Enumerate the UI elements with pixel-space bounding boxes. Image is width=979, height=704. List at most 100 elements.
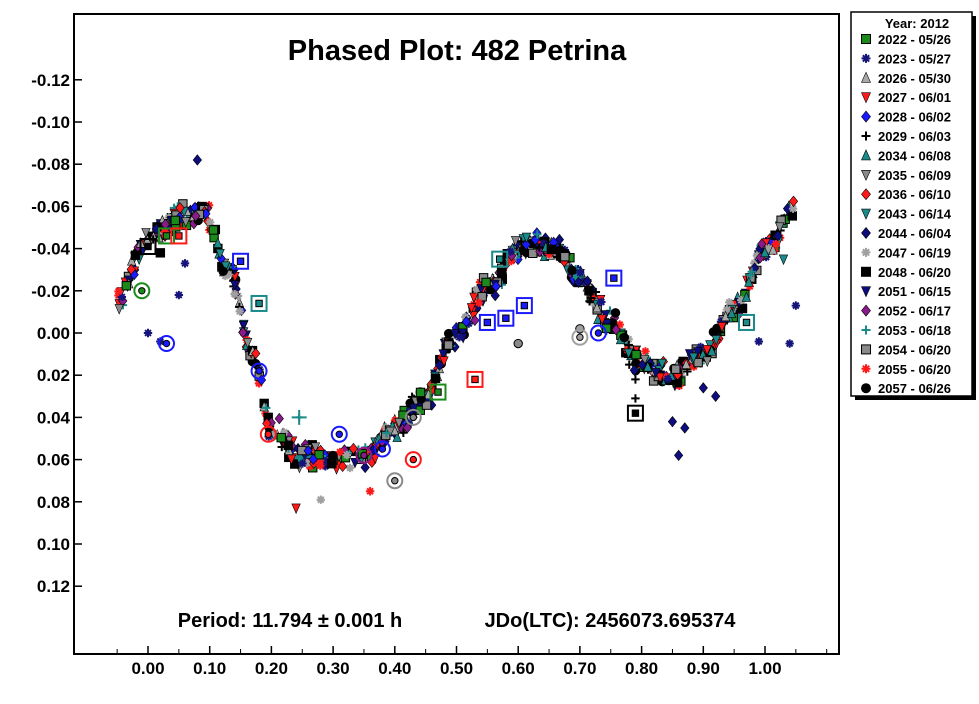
data-point — [597, 297, 606, 307]
data-point — [224, 269, 234, 279]
data-point — [655, 372, 665, 384]
data-point — [546, 244, 557, 255]
x-tick-label: 0.60 — [502, 659, 535, 678]
data-point — [674, 449, 684, 462]
data-point — [539, 239, 548, 248]
x-tick-label: 0.00 — [131, 659, 164, 678]
legend-label: 2044 - 06/04 — [878, 226, 952, 241]
data-point — [641, 347, 650, 356]
highlighted-point-inner — [631, 409, 640, 417]
data-point — [791, 301, 801, 310]
data-point — [533, 230, 542, 239]
data-point — [174, 290, 184, 300]
legend-marker — [861, 364, 871, 374]
data-point — [702, 356, 712, 367]
data-point — [392, 431, 402, 442]
highlighted-point — [429, 383, 447, 401]
data-point — [624, 340, 633, 350]
legend-entry: 2029 - 06/03 — [861, 129, 951, 144]
data-point — [430, 373, 441, 384]
data-point — [338, 460, 348, 473]
data-point — [754, 337, 764, 346]
data-point — [328, 450, 338, 461]
data-point — [303, 445, 313, 457]
data-point — [592, 301, 602, 313]
data-point — [230, 280, 240, 291]
data-point — [191, 210, 201, 222]
data-point — [302, 458, 312, 468]
data-point — [657, 358, 667, 370]
data-point — [513, 338, 523, 349]
highlighted-point — [404, 408, 422, 426]
data-point — [597, 314, 607, 326]
data-point — [466, 303, 477, 314]
x-axis-ticks: 0.00 0.10 0.20 0.30 0.40 0.50 0.60 0.70 0.80 0.90… — [116, 646, 828, 678]
data-point — [667, 415, 678, 428]
data-point — [688, 352, 699, 364]
legend-marker — [861, 131, 871, 141]
data-point — [629, 364, 639, 376]
y-tick-label: -0.02 — [31, 282, 70, 301]
data-point — [455, 332, 464, 342]
legend-entry: 2022 - 05/26 — [861, 32, 951, 47]
legend-marker — [861, 208, 871, 220]
highlighted-point-inner — [610, 274, 618, 282]
data-point — [208, 225, 219, 235]
data-point — [365, 487, 375, 496]
data-point — [507, 256, 516, 266]
highlighted-point — [259, 425, 277, 443]
chart-legend: Year: 2012 2022 - 05/26 2023 - 05/27 2026 … — [850, 11, 976, 400]
legend-label: 2034 - 06/08 — [878, 148, 951, 163]
data-point — [747, 267, 756, 276]
x-tick-label: 0.80 — [625, 659, 658, 678]
y-tick-label: -0.08 — [31, 155, 70, 174]
legend-entry: 2053 - 06/18 — [861, 323, 951, 338]
data-point — [693, 357, 703, 368]
data-point — [711, 390, 721, 402]
data-point — [305, 462, 315, 471]
data-point — [308, 453, 318, 466]
legend-marker — [861, 71, 871, 83]
data-point — [390, 416, 400, 425]
highlighted-point — [571, 328, 589, 346]
legend-label: 2043 - 06/14 — [878, 207, 952, 222]
data-point — [321, 462, 330, 471]
legend-marker — [861, 92, 871, 104]
data-point — [771, 239, 781, 249]
highlighted-point-inner — [264, 430, 273, 438]
highlighted-point — [605, 269, 623, 287]
data-points — [114, 154, 801, 515]
data-point — [215, 248, 225, 260]
data-point — [631, 375, 640, 384]
data-point — [382, 428, 391, 438]
highlighted-point — [170, 227, 188, 245]
legend-marker — [861, 383, 871, 394]
legend-entry: 2047 - 06/19 — [861, 245, 951, 260]
y-tick-label: -0.06 — [31, 197, 70, 216]
legend-marker — [861, 227, 871, 239]
y-tick-label: 0.10 — [37, 535, 70, 554]
data-point — [722, 305, 732, 314]
data-point — [469, 292, 479, 304]
highlighted-point — [250, 362, 268, 380]
highlighted-point — [232, 252, 250, 270]
legend-label: 2048 - 06/20 — [878, 265, 951, 280]
highlighted-point-inner — [295, 414, 303, 421]
data-point — [316, 461, 325, 470]
highlighted-points — [133, 227, 755, 490]
data-point — [218, 266, 228, 277]
data-point — [631, 349, 641, 360]
data-point — [151, 223, 161, 235]
chart-title: Phased Plot: 482 Petrina — [288, 35, 627, 67]
highlighted-point-inner — [162, 339, 171, 348]
legend-label: 2029 - 06/03 — [878, 129, 951, 144]
legend-entry: 2054 - 06/20 — [861, 342, 951, 357]
legend-label: 2051 - 06/15 — [878, 284, 951, 299]
data-point — [768, 244, 778, 255]
data-point — [315, 456, 325, 465]
data-point — [180, 259, 190, 268]
highlighted-point — [133, 282, 151, 300]
legend-label: 2036 - 06/10 — [878, 187, 951, 202]
highlighted-point — [737, 313, 755, 331]
data-point — [443, 340, 454, 350]
